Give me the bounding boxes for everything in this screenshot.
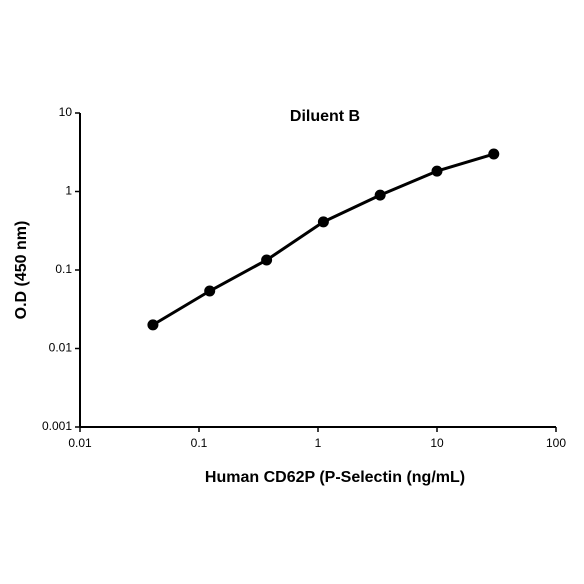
data-point [488, 148, 500, 160]
data-point [204, 285, 216, 297]
y-tick-label: 10 [59, 105, 73, 119]
chart-title: Diluent B [290, 108, 360, 125]
data-point [317, 216, 329, 228]
data-line [152, 152, 495, 327]
x-tick-label: 100 [546, 436, 566, 450]
y-tick-label: 1 [65, 184, 72, 198]
data-point [374, 189, 386, 201]
y-tick-label: 0.1 [55, 262, 72, 276]
x-tick-label: 0.1 [191, 436, 208, 450]
y-axis-label: O.D (450 nm) [13, 221, 30, 320]
x-tick-label: 1 [315, 436, 322, 450]
y-tick-label: 0.001 [42, 419, 72, 433]
x-tick-label: 0.01 [68, 436, 92, 450]
data-point [431, 165, 443, 177]
y-tick-label: 0.01 [49, 341, 73, 355]
data-point [261, 254, 273, 266]
data-point [147, 319, 159, 331]
x-tick-label: 10 [430, 436, 444, 450]
x-axis-label: Human CD62P (P-Selectin (ng/mL) [205, 469, 465, 486]
